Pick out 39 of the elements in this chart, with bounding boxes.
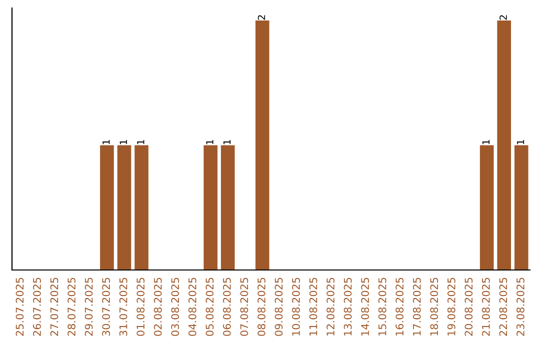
x-tick-label: 13.08.2025 <box>344 278 352 336</box>
x-tick-label: 09.08.2025 <box>274 278 283 336</box>
x-tick-label: 31.07.2025 <box>119 278 128 336</box>
data-label: 2 <box>500 15 507 20</box>
x-tick-label: 25.07.2025 <box>16 278 24 336</box>
data-label: 1 <box>516 140 524 144</box>
x-tick-label: 20.08.2025 <box>464 278 473 336</box>
x-tick-label: 14.08.2025 <box>361 278 369 336</box>
x-tick-label: 19.08.2025 <box>447 278 456 336</box>
x-tick-label: 23.08.2025 <box>516 278 524 336</box>
x-tick-label: 16.08.2025 <box>396 278 404 336</box>
x-tick-label: 04.08.2025 <box>188 278 196 336</box>
x-tick-label: 11.08.2025 <box>309 278 318 336</box>
x-tick-label: 10.08.2025 <box>292 278 300 336</box>
x-tick-label: 03.08.2025 <box>171 278 180 336</box>
x-tick-label: 06.08.2025 <box>222 278 231 336</box>
x-tick-label: 02.08.2025 <box>154 278 162 336</box>
x-tick-label: 18.08.2025 <box>430 278 438 336</box>
x-tick-label: 15.08.2025 <box>378 278 386 336</box>
x-tick-label: 12.08.2025 <box>326 278 334 336</box>
x-tick-label: 27.07.2025 <box>50 278 58 336</box>
x-tick-label: 28.07.2025 <box>68 278 76 336</box>
x-tick-label: 17.08.2025 <box>412 278 421 336</box>
data-label: 2 <box>258 15 266 20</box>
x-tick-label: 29.07.2025 <box>84 278 93 336</box>
data-label: 1 <box>223 140 231 144</box>
x-tick-label: 30.07.2025 <box>102 278 110 336</box>
x-tick-label: 01.08.2025 <box>136 278 145 336</box>
x-tick-label: 26.07.2025 <box>33 278 41 336</box>
x-tick-label: 21.08.2025 <box>482 278 490 336</box>
data-label: 1 <box>482 140 490 144</box>
x-tick-label: 05.08.2025 <box>206 278 214 336</box>
x-tick-label: 22.08.2025 <box>499 278 508 336</box>
data-label: 1 <box>137 140 144 144</box>
data-label: 1 <box>206 140 214 144</box>
x-tick-label: 08.08.2025 <box>258 278 266 336</box>
data-label: 1 <box>102 140 110 144</box>
x-tick-label: 07.08.2025 <box>240 278 248 336</box>
data-label: 1 <box>120 140 127 144</box>
